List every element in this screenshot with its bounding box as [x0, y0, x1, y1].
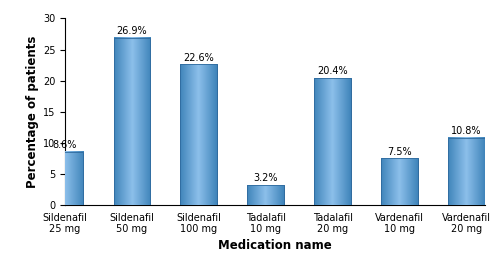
Text: 20.4%: 20.4% [318, 66, 348, 76]
Bar [248, 185, 284, 205]
Bar [46, 151, 84, 205]
Bar [382, 158, 418, 205]
Bar [314, 78, 351, 205]
Bar [382, 158, 418, 205]
Text: 22.6%: 22.6% [184, 53, 214, 63]
Bar [448, 138, 485, 205]
Bar [314, 78, 351, 205]
Text: 7.5%: 7.5% [388, 146, 412, 156]
Bar [46, 151, 84, 205]
Bar [180, 64, 218, 205]
Text: 26.9%: 26.9% [116, 26, 147, 36]
Bar [114, 38, 150, 205]
X-axis label: Medication name: Medication name [218, 239, 332, 251]
Bar [114, 38, 150, 205]
Bar [448, 138, 485, 205]
Bar [180, 64, 218, 205]
Text: 10.8%: 10.8% [452, 126, 482, 136]
Bar [248, 185, 284, 205]
Y-axis label: Percentage of patients: Percentage of patients [26, 36, 38, 188]
Text: 3.2%: 3.2% [254, 173, 278, 183]
Text: 8.6%: 8.6% [53, 140, 77, 150]
